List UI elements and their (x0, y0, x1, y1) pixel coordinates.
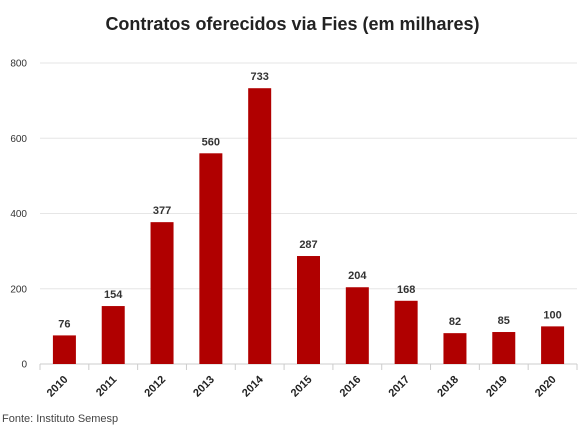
x-axis-ticks: 2010 2011 2012 2013 2014 2015 2016 2017 2018 2019… (45, 373, 559, 399)
x-tick-label: 2011 (94, 374, 119, 399)
x-tick-label: 2010 (45, 374, 71, 400)
data-label: 560 (202, 136, 220, 148)
data-label: 168 (397, 284, 415, 296)
x-tick-label: 2016 (338, 374, 364, 400)
x-tick-label: 2020 (533, 374, 559, 400)
source-note: Fonte: Instituto Semesp (2, 413, 119, 425)
bar (199, 153, 223, 364)
data-label: 377 (153, 205, 171, 217)
bar (248, 88, 272, 365)
bar (492, 332, 516, 364)
data-label: 204 (348, 270, 367, 282)
data-label: 733 (251, 71, 269, 83)
x-tick-label: 2017 (386, 374, 412, 400)
chart-title: Contratos oferecidos via Fies (em milhar… (105, 14, 480, 34)
data-label: 85 (498, 315, 510, 327)
bar (541, 326, 565, 364)
bar (297, 256, 320, 364)
y-tick-label: 400 (10, 209, 27, 220)
y-tick-label: 600 (10, 134, 27, 145)
x-tick-label: 2015 (289, 374, 315, 400)
y-tick-label: 200 (10, 284, 27, 295)
data-label: 76 (58, 318, 70, 330)
bar (345, 287, 369, 364)
bars (52, 88, 565, 365)
x-tick-label: 2019 (484, 374, 510, 400)
data-label: 100 (543, 309, 561, 321)
x-tick-label: 2012 (142, 374, 168, 400)
y-tick-label: 0 (21, 360, 27, 371)
bar (394, 300, 418, 364)
x-tick-label: 2013 (191, 374, 217, 400)
y-axis-ticks: 0 200 400 600 800 (10, 59, 27, 371)
bar (101, 306, 125, 364)
bar (150, 222, 174, 364)
data-label: 287 (299, 239, 317, 251)
x-tick-label: 2018 (435, 374, 461, 400)
bar (52, 335, 76, 364)
y-tick-label: 800 (10, 59, 27, 70)
bar (443, 333, 467, 364)
data-label: 82 (449, 316, 461, 328)
x-tick-label: 2014 (240, 373, 266, 399)
value-labels: 76 154 377 560 733 287 204 168 82 85 100 (58, 71, 561, 330)
data-label: 154 (104, 289, 123, 301)
